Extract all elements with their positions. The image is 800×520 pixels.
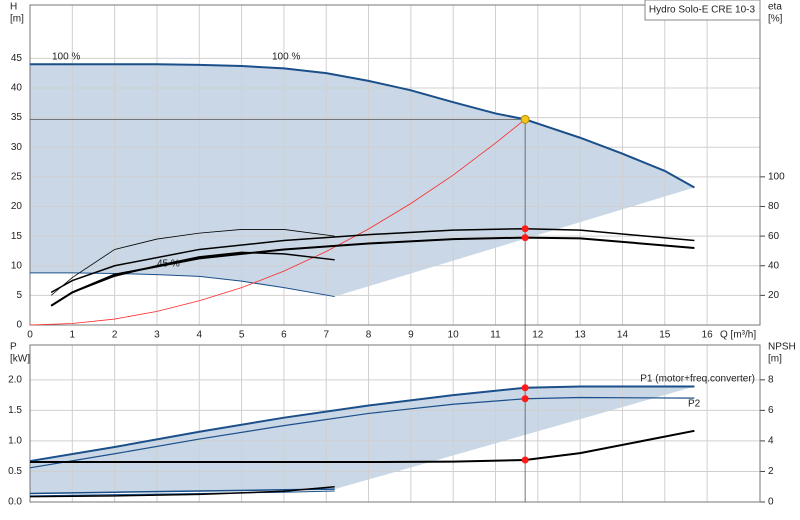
y-axis-unit: [m] xyxy=(10,14,24,25)
x-tick-label: 4 xyxy=(196,330,202,341)
y2-axis-unit: [m] xyxy=(768,354,782,365)
y2-tick-label: 4 xyxy=(768,436,774,447)
y-tick-label: 40 xyxy=(11,83,23,94)
plot-frame xyxy=(29,344,761,503)
operating-area xyxy=(30,386,695,494)
annotation: 100 % xyxy=(52,52,80,63)
duty-marker xyxy=(521,395,529,403)
y2-axis-label: eta xyxy=(768,2,782,13)
x-tick-label: 9 xyxy=(408,330,414,341)
y-tick-label: 15 xyxy=(11,231,23,242)
y-tick-label: 35 xyxy=(11,112,23,123)
duty-marker xyxy=(521,384,529,392)
y2-tick-label: 40 xyxy=(768,260,780,271)
series-label: P2 xyxy=(688,399,701,410)
y2-tick-label: 8 xyxy=(768,374,774,385)
duty-point xyxy=(520,114,530,124)
y-tick-label: 1.0 xyxy=(8,436,22,447)
x-tick-label: 11 xyxy=(490,330,501,341)
series-line xyxy=(29,385,695,463)
x-tick-label: 3 xyxy=(154,330,160,341)
x-tick-label: 6 xyxy=(281,330,287,341)
y2-tick-label: 2 xyxy=(768,466,774,477)
y2-axis-label: NPSH xyxy=(768,342,796,353)
y2-tick-label: 0 xyxy=(768,497,774,508)
title-box xyxy=(644,0,761,21)
series-line xyxy=(50,227,695,294)
y2-tick-label: 6 xyxy=(768,405,774,416)
y-tick-label: 2.0 xyxy=(8,374,22,385)
x-tick-label: 5 xyxy=(239,330,245,341)
series-line xyxy=(50,229,335,296)
y-tick-label: 10 xyxy=(11,260,23,271)
y-axis-unit: [kW] xyxy=(10,354,30,365)
y2-tick-label: 100 xyxy=(768,171,785,182)
series-label: P1 (motor+freq.converter) xyxy=(640,374,755,385)
y2-tick-label: 20 xyxy=(768,290,780,301)
series-line xyxy=(29,119,526,326)
plot-frame xyxy=(29,4,761,326)
series-line xyxy=(29,485,335,498)
y-tick-label: 5 xyxy=(16,290,22,301)
y-axis-label: H xyxy=(10,2,17,13)
series-line xyxy=(29,396,695,469)
y-tick-label: 25 xyxy=(11,171,23,182)
x-tick-label: 8 xyxy=(366,330,372,341)
x-tick-label: 0 xyxy=(27,330,33,341)
y-tick-label: 1.5 xyxy=(8,405,22,416)
x-tick-label: 16 xyxy=(702,330,714,341)
x-tick-label: 1 xyxy=(70,330,76,341)
y-tick-label: 30 xyxy=(11,142,23,153)
x-axis-label: Q [m³/h] xyxy=(720,330,756,341)
y2-axis-unit: [%] xyxy=(768,14,783,25)
x-tick-label: 15 xyxy=(659,330,671,341)
x-tick-label: 13 xyxy=(575,330,587,341)
y-tick-label: 0 xyxy=(16,320,22,331)
chart-title: Hydro Solo-E CRE 10-3 xyxy=(649,5,756,16)
y-tick-label: 20 xyxy=(11,201,23,212)
x-tick-label: 10 xyxy=(448,330,460,341)
y2-tick-label: 80 xyxy=(768,201,780,212)
series-line xyxy=(50,251,335,307)
annotation: 100 % xyxy=(272,52,300,63)
series-line xyxy=(30,429,695,463)
duty-marker xyxy=(521,234,529,242)
x-tick-label: 12 xyxy=(532,330,544,341)
duty-marker xyxy=(521,225,529,233)
y-tick-label: 45 xyxy=(11,53,23,64)
x-tick-label: 2 xyxy=(112,330,118,341)
y-tick-label: 0.5 xyxy=(8,466,22,477)
series-line xyxy=(30,63,695,189)
x-tick-label: 14 xyxy=(617,330,629,341)
duty-marker xyxy=(521,456,529,464)
y2-tick-label: 60 xyxy=(768,231,780,242)
y-tick-label: 0.0 xyxy=(8,497,22,508)
x-tick-label: 7 xyxy=(323,330,329,341)
y-axis-label: P xyxy=(10,342,17,353)
series-line xyxy=(29,490,335,497)
